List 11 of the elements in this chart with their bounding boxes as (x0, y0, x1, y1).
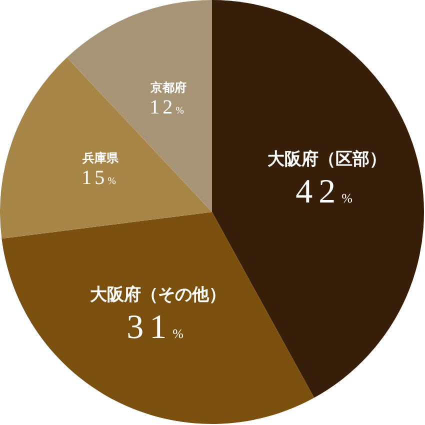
pie-slice (0, 57, 212, 239)
data-label: 15% (82, 166, 119, 189)
pie-slice (66, 0, 212, 212)
data-label: 42% (296, 173, 358, 210)
slice-label: 兵庫県 (81, 150, 120, 165)
pie-slice (2, 212, 314, 424)
data-label: 12% (150, 96, 187, 119)
slice-label: 京都府 (149, 80, 186, 95)
data-label: 31% (126, 308, 190, 346)
slice-label: 大阪府（区部） (267, 149, 386, 170)
slice-label: 大阪府（その他） (90, 284, 226, 305)
